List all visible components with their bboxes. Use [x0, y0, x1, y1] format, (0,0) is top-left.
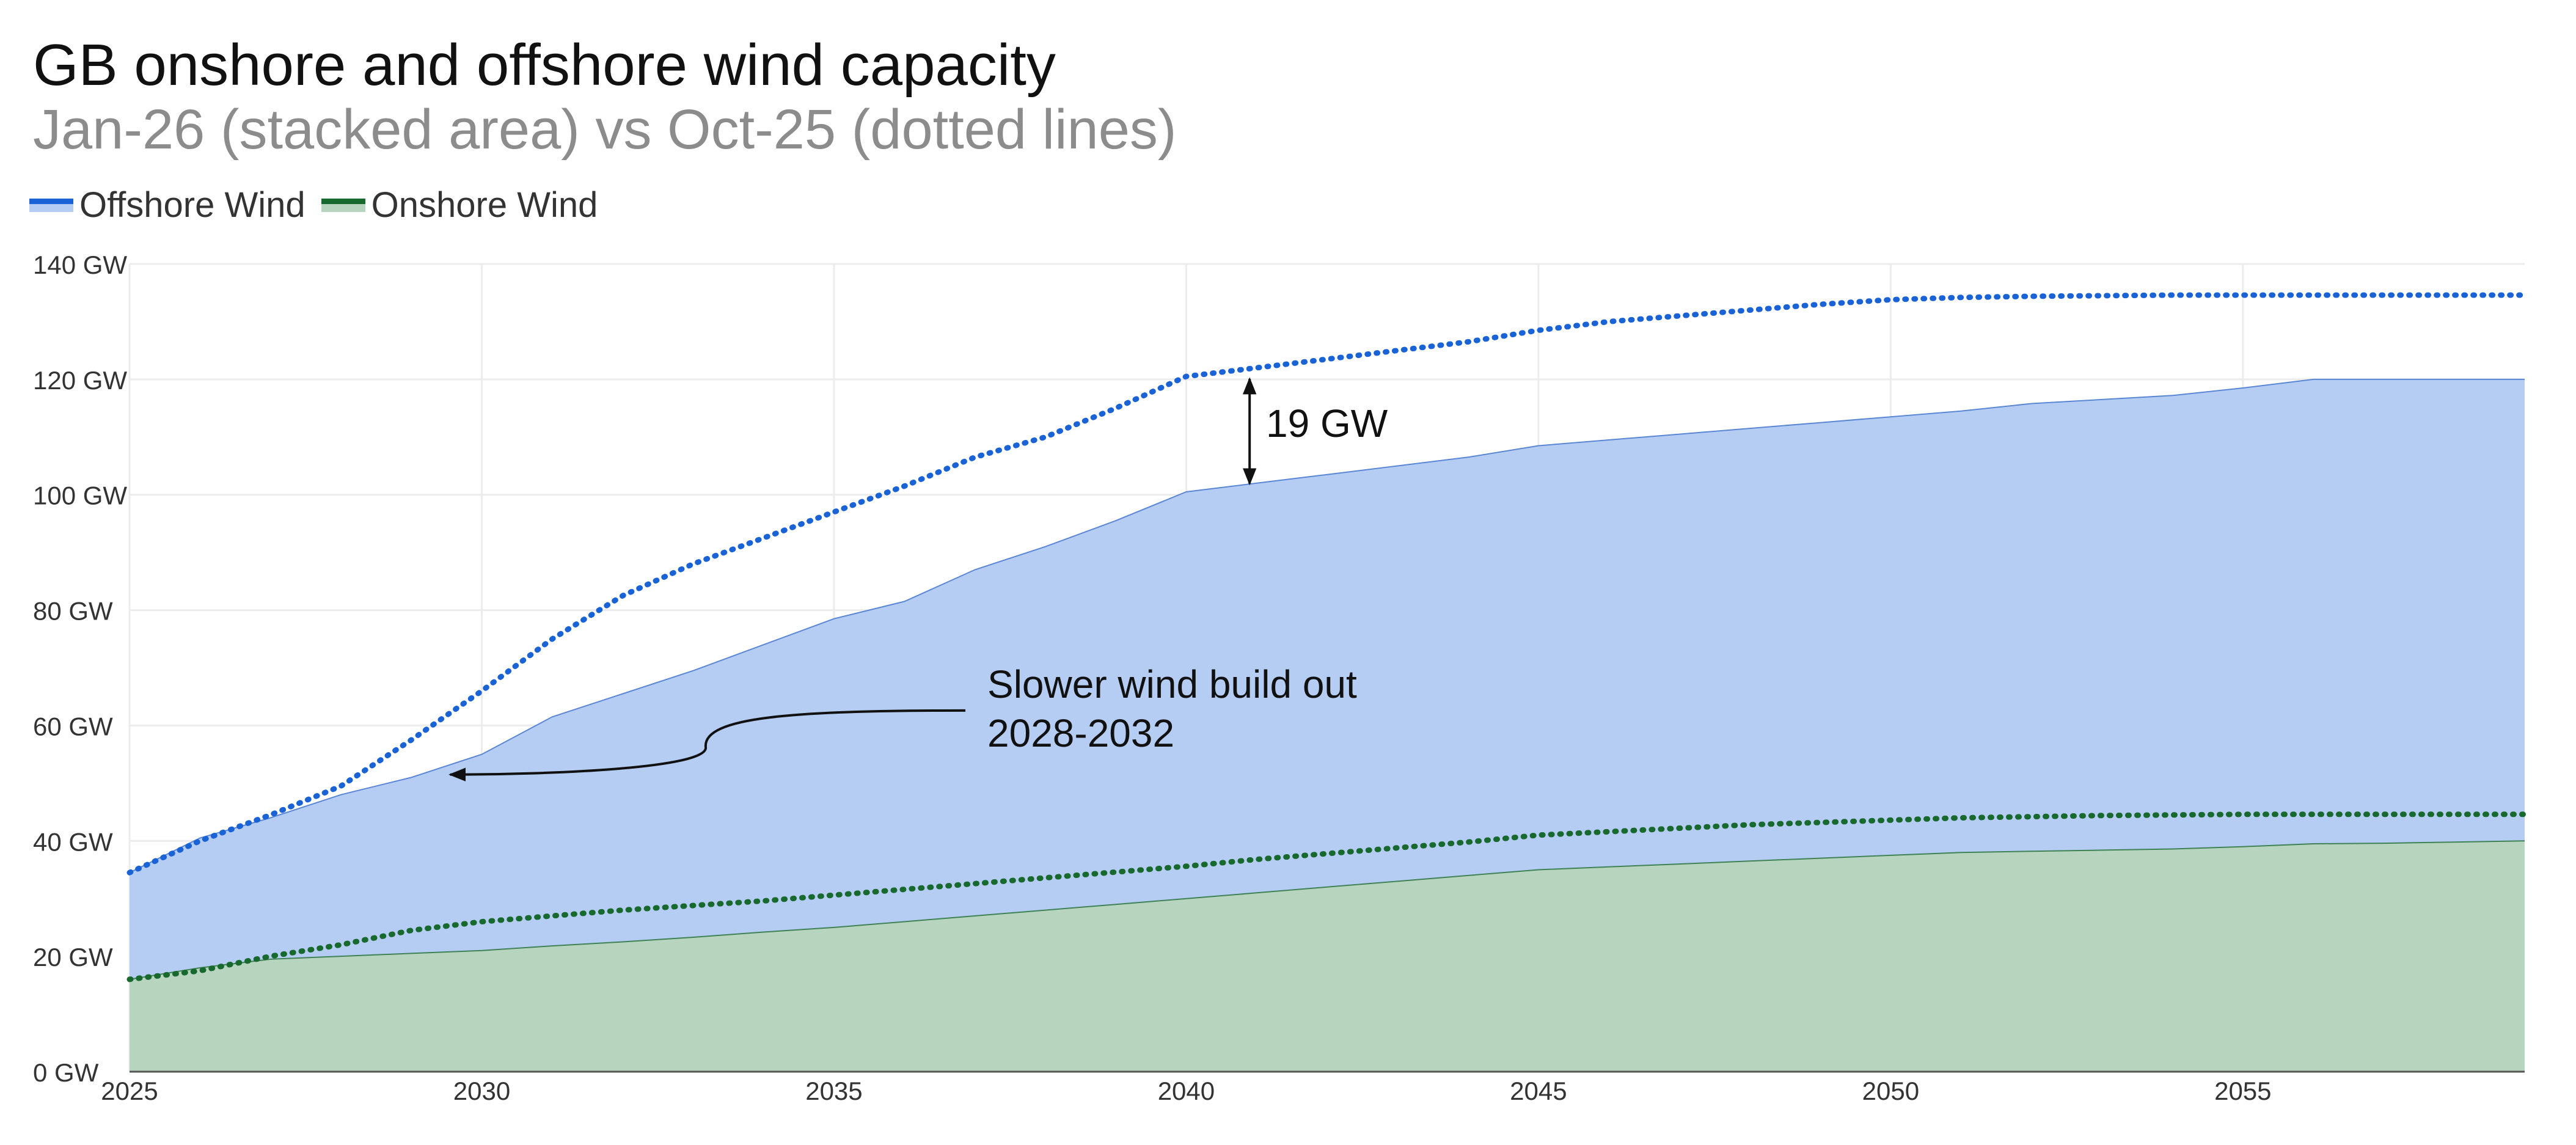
area-edge-onshore — [129, 840, 2525, 980]
y-tick-label-20: 20 GW — [33, 943, 113, 971]
legend-item-offshore-wind[interactable]: Offshore Wind — [29, 185, 306, 225]
dotted-line-offshore-wind — [126, 292, 2528, 876]
legend-item-onshore-wind[interactable]: Onshore Wind — [321, 185, 598, 225]
annotation-callout-arrow — [448, 709, 966, 781]
x-tick-label-2055: 2055 — [2214, 1077, 2271, 1105]
y-tick-label-100: 100 GW — [33, 481, 127, 510]
area-edge-offshore — [129, 378, 2525, 874]
y-tick-label-120: 120 GW — [33, 366, 127, 395]
y-tick-label-0: 0 GW — [33, 1058, 99, 1087]
annotation-gap-label: 19 GW — [1266, 401, 1388, 445]
stacked-areas — [129, 378, 2525, 1072]
area-offshore-wind — [130, 379, 2525, 979]
legend-swatch-onshore-fill — [321, 203, 365, 212]
annotations — [448, 377, 1257, 781]
x-tick-label-2035: 2035 — [805, 1077, 862, 1105]
legend-swatch-onshore-line — [321, 198, 365, 204]
legend-label-offshore: Offshore Wind — [79, 185, 306, 225]
legend: Offshore Wind Onshore Wind — [29, 185, 613, 225]
y-tick-label-80: 80 GW — [33, 597, 113, 626]
x-tick-label-2040: 2040 — [1158, 1077, 1215, 1105]
dotted-lines — [126, 292, 2528, 982]
annotation-line-1: Slower wind build out — [987, 662, 1357, 706]
x-tick-label-2030: 2030 — [453, 1077, 510, 1105]
axes: 0 GW 20 GW 40 GW 60 GW 80 GW 100 GW 120 GW 140 … — [33, 251, 2525, 1105]
legend-swatch-offshore-line — [29, 198, 73, 204]
x-tick-label-2050: 2050 — [1862, 1077, 1919, 1105]
legend-swatch-offshore — [29, 198, 73, 212]
legend-swatch-offshore-fill — [29, 203, 73, 212]
annotation-slower-build: Slower wind build out 2028-2032 — [987, 660, 1357, 758]
legend-swatch-onshore — [321, 198, 365, 212]
chart-title: GB onshore and offshore wind capacity — [33, 32, 1056, 98]
legend-label-onshore: Onshore Wind — [371, 185, 598, 225]
x-tick-label-2045: 2045 — [1510, 1077, 1567, 1105]
annotation-line-2: 2028-2032 — [987, 711, 1175, 755]
y-tick-label-140: 140 GW — [33, 251, 127, 279]
area-onshore-wind — [130, 841, 2525, 1072]
y-tick-label-60: 60 GW — [33, 712, 113, 741]
chart-subtitle: Jan-26 (stacked area) vs Oct-25 (dotted … — [33, 98, 1177, 161]
dotted-line-onshore-wind — [126, 811, 2528, 982]
y-tick-label-40: 40 GW — [33, 827, 113, 856]
x-tick-label-2025: 2025 — [101, 1077, 158, 1105]
